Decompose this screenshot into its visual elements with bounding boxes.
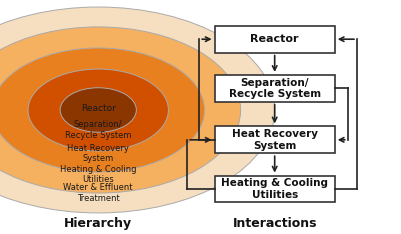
Text: Reactor: Reactor — [251, 34, 299, 44]
Text: Heat Recovery
System: Heat Recovery System — [232, 129, 318, 151]
Ellipse shape — [0, 27, 241, 193]
Ellipse shape — [0, 7, 275, 213]
FancyBboxPatch shape — [215, 26, 335, 53]
FancyBboxPatch shape — [215, 75, 335, 102]
Text: Reactor: Reactor — [81, 104, 115, 113]
Ellipse shape — [60, 88, 136, 132]
Text: Water & Effluent
Treatment: Water & Effluent Treatment — [63, 183, 133, 203]
Text: Separation/
Recycle System: Separation/ Recycle System — [229, 77, 321, 99]
Ellipse shape — [28, 69, 168, 151]
Text: Heating & Cooling
Utilities: Heating & Cooling Utilities — [60, 165, 136, 184]
FancyBboxPatch shape — [215, 126, 335, 153]
Ellipse shape — [0, 48, 205, 172]
Text: Interactions: Interactions — [233, 217, 317, 230]
Text: Separation/
Recycle System: Separation/ Recycle System — [65, 120, 132, 139]
Text: Hierarchy: Hierarchy — [64, 217, 132, 230]
Text: Heat Recovery
System: Heat Recovery System — [67, 144, 129, 163]
Text: Heating & Cooling
Utilities: Heating & Cooling Utilities — [221, 178, 328, 200]
FancyBboxPatch shape — [215, 176, 335, 202]
